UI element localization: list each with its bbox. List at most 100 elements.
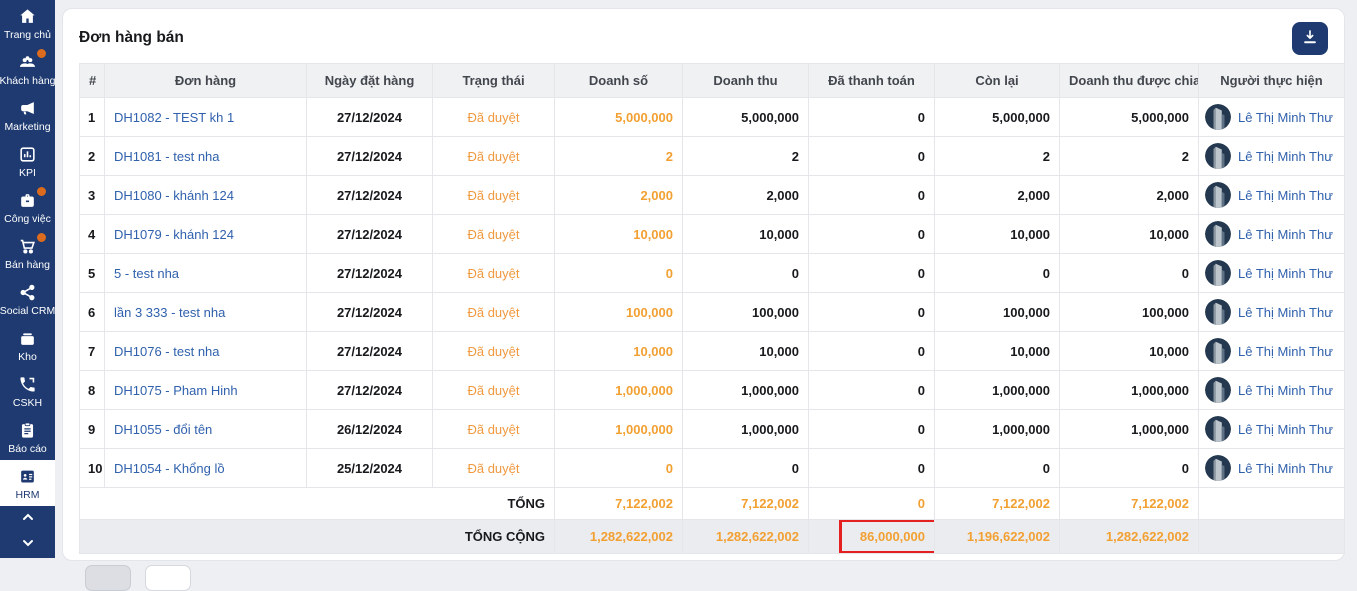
order-date: 27/12/2024: [306, 292, 433, 332]
sidebar-item-hrm[interactable]: HRM: [0, 460, 55, 506]
sidebar-item-marketing[interactable]: Marketing: [0, 92, 55, 138]
col-header-shared-revenue: Doanh thu được chia: [1059, 63, 1199, 98]
sidebar-item-kpi[interactable]: KPI: [0, 138, 55, 184]
assignee-avatar: [1205, 377, 1231, 403]
order-link[interactable]: DH1054 - Khổng lồ: [114, 460, 225, 476]
col-header-status: Trạng thái: [432, 63, 555, 98]
assignee-link[interactable]: Lê Thị Minh Thư: [1238, 226, 1333, 242]
assignee-link[interactable]: Lê Thị Minh Thư: [1238, 382, 1333, 398]
order-link[interactable]: DH1082 - TEST kh 1: [114, 109, 235, 125]
assignee-link[interactable]: Lê Thị Minh Thư: [1238, 187, 1333, 203]
download-button[interactable]: [1292, 21, 1328, 55]
sales-amount: 2: [554, 136, 683, 176]
total-empty-cell: [1198, 487, 1345, 520]
users-icon: [17, 49, 46, 72]
sales-amount: 1,000,000: [554, 370, 683, 410]
shared-revenue-amount: 2,000: [1059, 175, 1199, 215]
notification-badge: [36, 233, 46, 242]
download-icon: [1301, 28, 1319, 49]
card-header: Đơn hàng bán: [79, 9, 1328, 63]
total-row: TỔNG 7,122,002 7,122,002 0 7,122,002 7,1…: [79, 487, 1345, 520]
sidebar-item-label: Báo cáo: [8, 443, 47, 455]
sidebar-item-khach-hang[interactable]: Khách hàng: [0, 46, 56, 92]
pagination-next-button[interactable]: [145, 565, 191, 591]
sidebar-item-cskh[interactable]: CSKH: [0, 368, 55, 414]
paid-amount: 0: [808, 370, 935, 410]
assignee-link[interactable]: Lê Thị Minh Thư: [1238, 148, 1333, 164]
order-link[interactable]: DH1081 - test nha: [114, 148, 220, 164]
order-date: 27/12/2024: [306, 370, 433, 410]
total-paid: 0: [808, 487, 935, 520]
paid-amount: 0: [808, 136, 935, 176]
order-link[interactable]: DH1075 - Pham Hinh: [114, 382, 238, 398]
assignee-link[interactable]: Lê Thị Minh Thư: [1238, 109, 1333, 125]
shared-revenue-amount: 5,000,000: [1059, 97, 1199, 137]
table-row: 8 DH1075 - Pham Hinh 27/12/2024 Đã duyệt…: [79, 370, 1345, 410]
table-row: 5 5 - test nha 27/12/2024 Đã duyệt 0 0 0…: [79, 253, 1345, 293]
chevron-up-icon: [20, 509, 36, 530]
order-link[interactable]: lần 3 333 - test nha: [114, 304, 226, 320]
assignee-link[interactable]: Lê Thị Minh Thư: [1238, 421, 1333, 437]
assignee-link[interactable]: Lê Thị Minh Thư: [1238, 343, 1333, 359]
assignee-link[interactable]: Lê Thị Minh Thư: [1238, 304, 1333, 320]
remaining-amount: 0: [934, 448, 1060, 488]
table-row: 2 DH1081 - test nha 27/12/2024 Đã duyệt …: [79, 136, 1345, 176]
sidebar-scroll-up[interactable]: [0, 506, 55, 532]
sidebar-item-trang-chu[interactable]: Trang chủ: [0, 0, 55, 46]
sales-amount: 0: [554, 253, 683, 293]
remaining-amount: 2,000: [934, 175, 1060, 215]
sidebar-item-bao-cao[interactable]: Báo cáo: [0, 414, 55, 460]
col-header-index: #: [79, 63, 105, 98]
sidebar-item-label: Social CRM: [0, 305, 56, 317]
order-link[interactable]: DH1080 - khánh 124: [114, 187, 234, 203]
order-link[interactable]: DH1076 - test nha: [114, 343, 220, 359]
remaining-amount: 2: [934, 136, 1060, 176]
assignee-avatar: [1205, 455, 1231, 481]
pagination-prev-button[interactable]: [85, 565, 131, 591]
row-index: 2: [79, 136, 105, 176]
report-icon: [17, 420, 39, 440]
revenue-amount: 1,000,000: [682, 409, 809, 449]
sidebar-scroll-down[interactable]: [0, 532, 55, 558]
revenue-amount: 1,000,000: [682, 370, 809, 410]
grand-total-empty-cell: [1198, 519, 1345, 554]
order-status: Đã duyệt: [432, 253, 555, 293]
sidebar-item-social-crm[interactable]: Social CRM: [0, 276, 55, 322]
shared-revenue-amount: 100,000: [1059, 292, 1199, 332]
table-row: 3 DH1080 - khánh 124 27/12/2024 Đã duyệt…: [79, 175, 1345, 215]
sidebar-item-ban-hang[interactable]: Bán hàng: [0, 230, 55, 276]
table-row: 7 DH1076 - test nha 27/12/2024 Đã duyệt …: [79, 331, 1345, 371]
revenue-amount: 5,000,000: [682, 97, 809, 137]
row-index: 10: [79, 448, 105, 488]
assignee-link[interactable]: Lê Thị Minh Thư: [1238, 460, 1333, 476]
order-link[interactable]: 5 - test nha: [114, 265, 180, 281]
row-index: 9: [79, 409, 105, 449]
order-link[interactable]: DH1079 - khánh 124: [114, 226, 234, 242]
sidebar-item-label: Công việc: [4, 213, 51, 225]
table-footer: TỔNG 7,122,002 7,122,002 0 7,122,002 7,1…: [79, 487, 1345, 554]
grand-total-sales: 1,282,622,002: [554, 519, 683, 554]
paid-amount: 0: [808, 97, 935, 137]
order-status: Đã duyệt: [432, 331, 555, 371]
paid-amount: 0: [808, 409, 935, 449]
row-index: 1: [79, 97, 105, 137]
order-status: Đã duyệt: [432, 292, 555, 332]
table-row: 9 DH1055 - đổi tên 26/12/2024 Đã duyệt 1…: [79, 409, 1345, 449]
assignee-avatar: [1205, 221, 1231, 247]
sidebar-item-kho[interactable]: Kho: [0, 322, 55, 368]
sidebar: Trang chủ Khách hàng Marketing KPI Công …: [0, 0, 56, 558]
assignee-link[interactable]: Lê Thị Minh Thư: [1238, 265, 1333, 281]
sidebar-item-cong-viec[interactable]: Công việc: [0, 184, 55, 230]
revenue-amount: 0: [682, 253, 809, 293]
hrm-badge-icon: [17, 466, 39, 486]
grand-total-row: TỔNG CỘNG 1,282,622,002 1,282,622,002 86…: [79, 519, 1345, 554]
order-link[interactable]: DH1055 - đổi tên: [114, 421, 213, 437]
paid-amount: 0: [808, 331, 935, 371]
remaining-amount: 0: [934, 253, 1060, 293]
sidebar-item-label: HRM: [15, 489, 40, 501]
sidebar-item-label: Marketing: [4, 121, 51, 133]
shared-revenue-amount: 10,000: [1059, 214, 1199, 254]
assignee-avatar: [1205, 299, 1231, 325]
assignee-avatar: [1205, 182, 1231, 208]
col-header-sales: Doanh số: [554, 63, 683, 98]
